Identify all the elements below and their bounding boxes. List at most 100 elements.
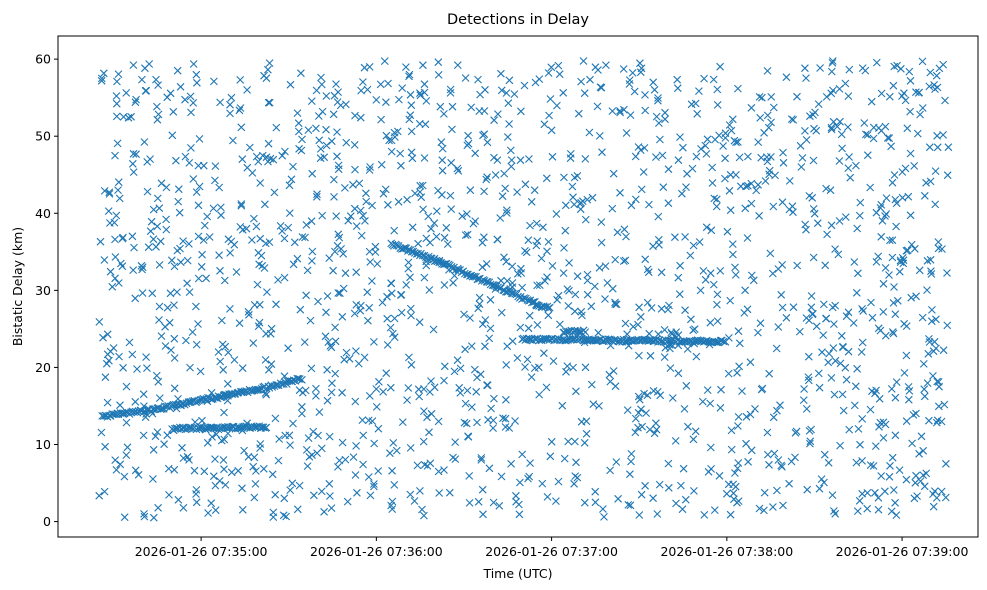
data-point [403, 195, 411, 204]
data-point [430, 219, 439, 228]
data-point [646, 351, 655, 360]
data-point [502, 206, 511, 215]
data-point [269, 513, 278, 521]
data-point [323, 365, 331, 374]
data-point [481, 316, 490, 324]
data-point [321, 332, 330, 341]
data-point [559, 88, 568, 97]
data-point [144, 243, 153, 252]
data-point [937, 417, 946, 426]
data-point [904, 395, 913, 404]
data-point [470, 365, 479, 374]
data-point [397, 161, 405, 170]
data-point [856, 198, 865, 207]
data-point [167, 346, 175, 354]
data-point [129, 168, 138, 176]
data-point [839, 406, 848, 415]
data-point [703, 135, 712, 144]
data-point [149, 235, 158, 244]
data-point [285, 431, 294, 440]
data-point [478, 485, 487, 494]
data-point [727, 426, 736, 435]
track-point [712, 338, 721, 347]
data-point [256, 440, 265, 448]
data-point [902, 246, 911, 255]
track-point [279, 380, 288, 388]
data-point [166, 89, 175, 98]
data-point [170, 334, 179, 343]
data-point [281, 147, 289, 156]
data-point [772, 344, 781, 353]
data-point [458, 212, 467, 221]
data-point [298, 402, 306, 411]
data-point [719, 142, 727, 150]
data-point [926, 177, 935, 186]
data-point [664, 199, 673, 208]
data-point [243, 86, 251, 94]
data-point [586, 75, 594, 84]
data-point [524, 474, 532, 483]
data-point [370, 439, 379, 448]
data-point [221, 481, 230, 489]
data-point [743, 234, 752, 242]
data-point [728, 240, 737, 248]
data-point [866, 183, 875, 192]
data-point [900, 319, 908, 328]
data-point [493, 235, 502, 244]
data-point [252, 467, 260, 475]
data-point [143, 364, 151, 372]
data-point [298, 135, 306, 144]
data-point [872, 386, 880, 395]
data-point [97, 76, 106, 85]
data-point [540, 120, 549, 129]
data-point [473, 373, 481, 382]
data-point [559, 269, 568, 277]
data-point [867, 97, 876, 106]
data-point [721, 129, 730, 138]
data-point [629, 322, 638, 331]
data-point [410, 497, 419, 505]
data-point [122, 451, 131, 459]
data-point [816, 64, 824, 72]
track-point [173, 401, 181, 409]
data-point [706, 318, 715, 327]
data-point [486, 324, 495, 333]
data-point [716, 267, 725, 275]
data-point [163, 431, 172, 440]
y-axis-label: Bistatic Delay (km) [10, 227, 25, 346]
data-point [131, 397, 140, 406]
data-point [379, 387, 388, 396]
data-point [763, 450, 772, 459]
data-point [390, 481, 399, 489]
data-point [711, 135, 719, 144]
data-point [571, 307, 579, 316]
data-point [513, 188, 521, 196]
data-point [149, 205, 158, 214]
data-point [211, 162, 220, 170]
data-point [479, 510, 487, 519]
data-point [374, 424, 383, 433]
data-point [825, 349, 833, 358]
data-point [874, 505, 883, 514]
data-point [637, 185, 646, 194]
data-point [207, 499, 216, 508]
data-point [303, 462, 312, 470]
data-point [170, 384, 179, 393]
data-point [339, 249, 348, 258]
data-point [503, 133, 512, 141]
data-point [230, 240, 239, 249]
data-point [801, 64, 809, 73]
data-point [943, 321, 952, 330]
data-point [577, 77, 585, 86]
data-point [927, 267, 935, 276]
data-point [579, 57, 588, 65]
data-point [626, 501, 635, 510]
data-point [212, 430, 221, 439]
data-point [636, 312, 645, 321]
data-point [456, 389, 465, 397]
data-point [350, 204, 359, 213]
data-point [408, 223, 417, 232]
data-point [892, 378, 901, 386]
data-point [339, 284, 348, 293]
data-point [824, 358, 833, 367]
